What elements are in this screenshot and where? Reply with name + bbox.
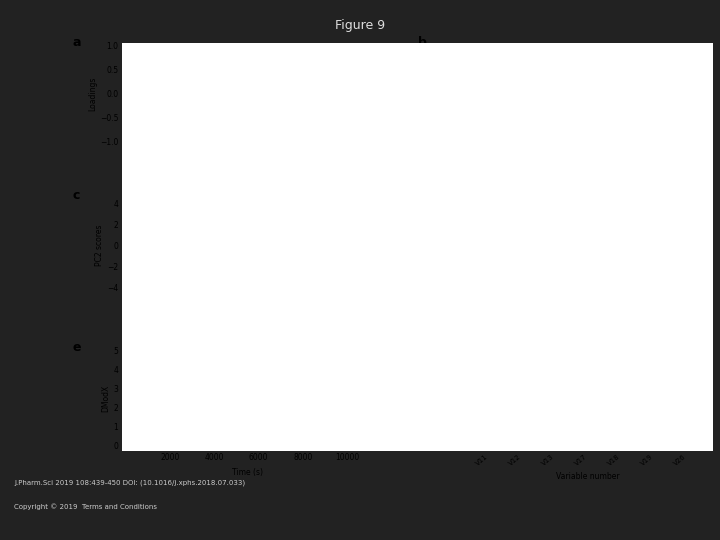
Text: b: b (418, 36, 426, 49)
Bar (675, 388, 698, 389)
Bar (182, 93, 194, 96)
Text: Figure 9: Figure 9 (335, 19, 385, 32)
Bar (202, 68, 215, 93)
Bar (215, 90, 228, 93)
Y-axis label: DModX: DModX (102, 384, 111, 411)
Y-axis label: Hotelling's T²: Hotelling's T² (437, 220, 446, 271)
Bar (235, 69, 248, 93)
Bar (170, 69, 182, 93)
Bar (642, 387, 665, 388)
Text: e: e (73, 341, 81, 354)
X-axis label: Variable number: Variable number (216, 168, 279, 177)
Bar (609, 388, 632, 390)
Text: d: d (418, 188, 426, 201)
Bar (300, 82, 313, 93)
Bar (313, 60, 325, 93)
X-axis label: Variable number: Variable number (556, 472, 619, 481)
Text: Copyright © 2019  Terms and Conditions: Copyright © 2019 Terms and Conditions (14, 504, 158, 510)
Bar (510, 383, 534, 388)
Bar (477, 388, 500, 438)
Bar (137, 84, 150, 93)
X-axis label: Time (s): Time (s) (572, 315, 603, 325)
X-axis label: Time (s): Time (s) (232, 315, 263, 325)
Bar (346, 93, 358, 129)
Y-axis label: Loadings: Loadings (88, 76, 97, 111)
Bar (280, 90, 292, 93)
Bar (576, 368, 599, 388)
Text: a: a (73, 36, 81, 49)
Y-axis label: PC1 scores: PC1 scores (436, 73, 444, 114)
X-axis label: Time (s): Time (s) (232, 468, 263, 477)
Y-axis label: PC2 scores: PC2 scores (95, 225, 104, 266)
Y-axis label: Average DModX contribution: Average DModX contribution (438, 348, 444, 448)
Text: c: c (73, 188, 80, 201)
Bar (333, 82, 346, 93)
Text: f: f (418, 341, 423, 354)
X-axis label: Time (s): Time (s) (572, 163, 603, 172)
Bar (543, 368, 566, 388)
Text: J.Pharm.Sci 2019 108:439-450 DOI: (10.1016/j.xphs.2018.07.033): J.Pharm.Sci 2019 108:439-450 DOI: (10.10… (14, 480, 246, 486)
